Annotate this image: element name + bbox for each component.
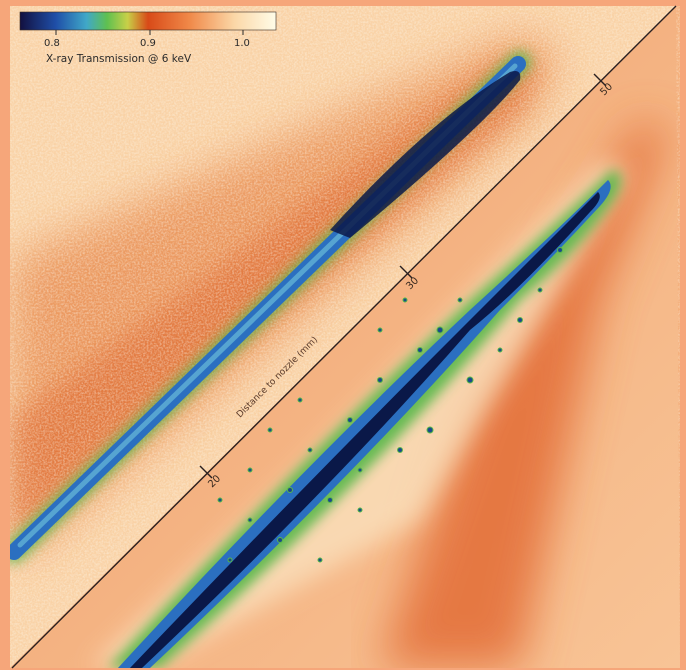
droplet-cluster	[217, 247, 563, 563]
lower-shadow-wedge	[380, 120, 668, 668]
lower-jet-core	[130, 192, 600, 668]
colorbar-tick-marks	[55, 30, 244, 35]
lower-jet-body	[118, 180, 611, 668]
colorbar-tick-1.0: 1.0	[234, 38, 250, 49]
distance-axis-ticks	[199, 73, 607, 479]
colorbar-tick-0.9: 0.9	[140, 38, 156, 49]
colorbar	[19, 11, 277, 31]
axis-tick-mark-20	[199, 465, 213, 479]
axis-tick-mark-50	[593, 73, 607, 87]
axis-tick-mark-30	[399, 265, 413, 279]
colorbar-tick-0.8: 0.8	[44, 38, 60, 49]
distance-axis-line	[11, 5, 677, 669]
colorbar-title: X-ray Transmission @ 6 keV	[46, 53, 192, 65]
upper-jet-tip	[330, 71, 521, 238]
